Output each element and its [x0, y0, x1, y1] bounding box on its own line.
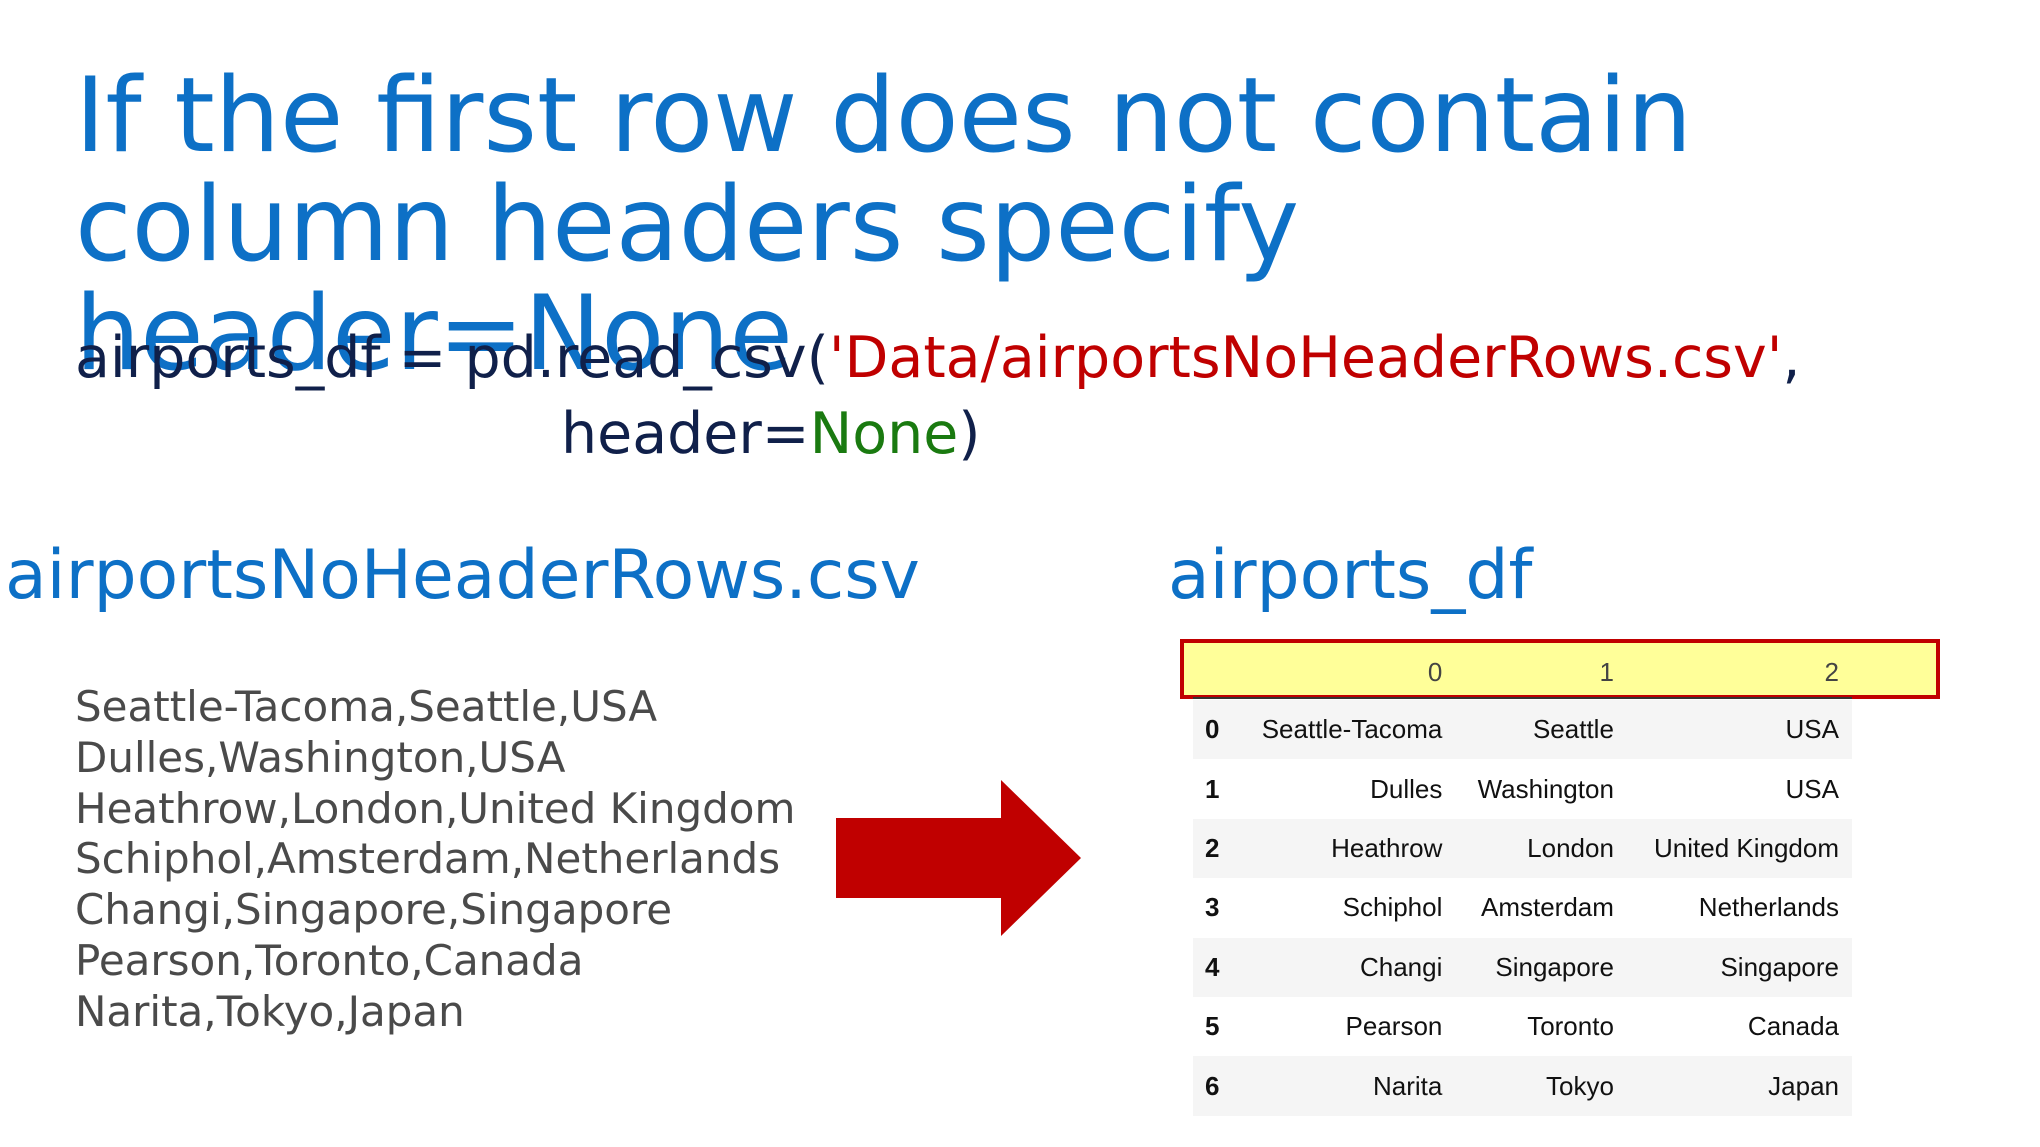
table-cell: London — [1527, 832, 1614, 863]
right-arrow-icon — [836, 780, 1081, 936]
table-header-row: 0 1 2 — [1193, 644, 1852, 700]
csv-line: Schiphol,Amsterdam,Netherlands — [75, 834, 781, 884]
table-cell: Pearson — [1345, 1011, 1443, 1042]
csv-line: Seattle-Tacoma,Seattle,USA — [75, 682, 658, 731]
column-header-0: 0 — [1427, 656, 1443, 687]
csv-line: Changi,Singapore,Singapore — [75, 885, 673, 935]
code-snippet: airports_df = pd.read_csv('Data/airports… — [75, 320, 1801, 472]
code-call: airports_df = pd.read_csv( — [75, 325, 829, 391]
table-cell: Seattle-Tacoma — [1261, 714, 1443, 745]
code-close-paren: ) — [958, 401, 981, 467]
column-header-2: 2 — [1824, 656, 1839, 687]
header-divider — [1193, 697, 1852, 699]
table-row: 3 Schiphol Amsterdam Netherlands — [1193, 878, 1852, 938]
code-line-1: airports_df = pd.read_csv('Data/airports… — [75, 325, 1801, 391]
table-cell: Schiphol — [1342, 892, 1443, 923]
table-cell: Canada — [1747, 1011, 1839, 1042]
row-index: 6 — [1205, 1070, 1220, 1101]
csv-line: Heathrow,London,United Kingdom — [75, 783, 796, 833]
table-cell: USA — [1785, 714, 1839, 745]
table-cell: Heathrow — [1331, 832, 1443, 863]
code-file-path-string: 'Data/airportsNoHeaderRows.csv' — [828, 325, 1783, 391]
table-row: 1 Dulles Washington USA — [1193, 759, 1852, 819]
table-cell: Netherlands — [1698, 892, 1839, 923]
table-cell: Amsterdam — [1481, 892, 1614, 923]
csv-file-heading: airportsNoHeaderRows.csv — [5, 536, 920, 615]
csv-line: Narita,Tokyo,Japan — [75, 986, 465, 1036]
column-header-1: 1 — [1599, 656, 1614, 687]
table-cell: Narita — [1373, 1070, 1443, 1101]
table-cell: Washington — [1477, 773, 1614, 804]
code-comma: , — [1782, 325, 1801, 391]
table-cell: Singapore — [1495, 951, 1614, 982]
table-cell: Seattle — [1532, 714, 1614, 745]
table-row: 6 Narita Tokyo Japan — [1193, 1056, 1852, 1116]
index-column-header — [1193, 644, 1249, 700]
csv-line: Pearson,Toronto,Canada — [75, 935, 584, 985]
row-index: 1 — [1205, 773, 1220, 804]
table-cell: Toronto — [1527, 1011, 1614, 1042]
table-cell: United Kingdom — [1654, 832, 1839, 863]
row-index: 0 — [1205, 714, 1220, 745]
table-cell: Changi — [1359, 951, 1443, 982]
code-line-2: header=None) — [75, 396, 1801, 472]
csv-line: Dulles,Washington,USA — [75, 732, 566, 782]
dataframe-table: 0 1 2 0 Seattle-Tacoma Seattle USA 1 Dulles Wa… — [1193, 644, 1852, 1116]
row-index: 2 — [1205, 832, 1220, 863]
row-index: 5 — [1205, 1011, 1220, 1042]
code-none-keyword: None — [809, 401, 959, 467]
csv-contents: Seattle-Tacoma,Seattle,USA Dulles,Washing… — [75, 682, 795, 1038]
table-cell: Dulles — [1370, 773, 1443, 804]
table-row: 4 Changi Singapore Singapore — [1193, 937, 1852, 997]
slide-title: If the first row does not contain column… — [75, 56, 1693, 394]
table-cell: Tokyo — [1546, 1070, 1614, 1101]
table-row: 2 Heathrow London United Kingdom — [1193, 818, 1852, 879]
row-index: 4 — [1205, 951, 1220, 982]
row-index: 3 — [1205, 892, 1220, 923]
table-cell: Singapore — [1720, 951, 1839, 982]
table-row: 0 Seattle-Tacoma Seattle USA — [1193, 700, 1852, 760]
dataframe-heading: airports_df — [1168, 536, 1533, 615]
table-row: 5 Pearson Toronto Canada — [1193, 996, 1852, 1057]
table-cell: USA — [1785, 773, 1839, 804]
code-header-param: header= — [561, 401, 810, 467]
table-cell: Japan — [1768, 1070, 1839, 1101]
